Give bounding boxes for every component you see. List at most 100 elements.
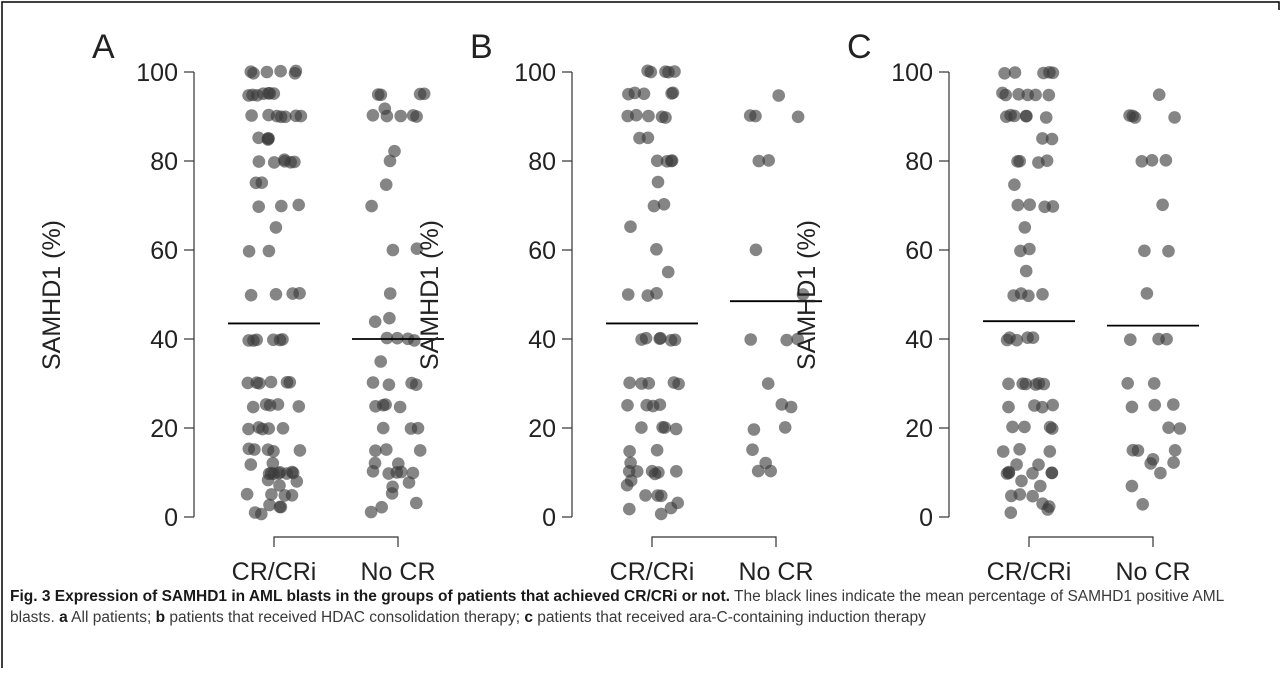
- x-axis-bracket: [1028, 536, 1154, 547]
- data-point: [1019, 377, 1033, 391]
- data-point: [278, 155, 292, 168]
- data-point: [1045, 132, 1059, 146]
- y-tick-label: 100: [514, 59, 556, 87]
- data-point: [264, 375, 278, 389]
- data-point: [246, 400, 260, 414]
- panel-label: B: [470, 28, 493, 66]
- data-point: [1036, 288, 1049, 301]
- data-point: [1036, 132, 1049, 145]
- data-point: [293, 444, 307, 457]
- data-point: [394, 109, 408, 123]
- data-point: [255, 507, 268, 521]
- data-point: [1011, 198, 1025, 212]
- data-point: [780, 333, 793, 347]
- data-point: [1140, 287, 1154, 300]
- y-tick-label: 20: [905, 415, 933, 443]
- data-point: [1138, 244, 1151, 258]
- data-point: [262, 108, 275, 122]
- x-tick-label: No CR: [738, 558, 813, 583]
- data-point: [1038, 200, 1051, 214]
- data-point: [379, 178, 393, 191]
- data-point: [1013, 154, 1026, 168]
- caption-b-text: patients that received HDAC consolidatio…: [165, 609, 525, 626]
- y-tick-label: 40: [150, 326, 178, 354]
- data-point: [292, 400, 306, 413]
- data-point: [772, 89, 785, 102]
- data-point: [791, 110, 805, 124]
- data-point: [252, 200, 265, 213]
- data-point: [1023, 198, 1036, 211]
- data-point: [1041, 503, 1054, 516]
- x-tick-label: No CR: [360, 558, 435, 583]
- data-point: [1021, 88, 1034, 102]
- data-point: [664, 501, 678, 515]
- data-point: [653, 398, 667, 412]
- data-point: [1046, 398, 1059, 412]
- data-point: [655, 110, 669, 124]
- data-point: [272, 467, 285, 480]
- data-point: [642, 377, 656, 390]
- caption-body: The black lines indicate the mean percen…: [10, 588, 1224, 626]
- data-point: [385, 487, 399, 500]
- data-point: [1036, 400, 1049, 414]
- data-point: [244, 458, 258, 471]
- data-point: [288, 155, 301, 169]
- data-point: [380, 443, 393, 456]
- caption-b-label: b: [155, 609, 166, 626]
- data-point: [1037, 377, 1051, 391]
- y-tick-label: 80: [905, 148, 933, 176]
- data-point: [383, 311, 396, 325]
- data-point: [640, 398, 653, 412]
- data-point: [1045, 466, 1059, 480]
- data-point: [628, 86, 642, 100]
- data-point: [413, 444, 427, 457]
- data-point: [365, 199, 378, 213]
- x-axis-bracket: [273, 536, 399, 547]
- data-point: [996, 445, 1010, 458]
- data-point: [1008, 66, 1022, 79]
- data-point: [244, 288, 258, 302]
- data-point: [1004, 108, 1017, 122]
- data-point: [275, 199, 288, 213]
- data-point: [1043, 66, 1056, 79]
- data-point: [656, 421, 669, 434]
- data-point: [1168, 111, 1181, 124]
- data-point: [778, 421, 792, 434]
- data-point: [666, 86, 680, 100]
- data-point: [650, 443, 664, 457]
- data-point: [1015, 474, 1028, 488]
- y-tick-label: 20: [150, 415, 178, 443]
- data-point: [999, 88, 1012, 102]
- data-point: [1032, 156, 1045, 169]
- data-point: [252, 421, 266, 434]
- data-point: [1144, 457, 1157, 470]
- data-point: [1135, 155, 1149, 168]
- data-point: [620, 478, 634, 492]
- data-point: [260, 65, 274, 79]
- data-point: [289, 109, 303, 123]
- data-point: [380, 109, 394, 123]
- data-point: [366, 465, 380, 478]
- data-point: [289, 64, 303, 78]
- data-point: [623, 376, 636, 390]
- data-point: [241, 376, 255, 390]
- data-point: [1162, 421, 1175, 435]
- data-point: [655, 489, 668, 503]
- data-point: [1145, 154, 1159, 167]
- data-point: [250, 89, 264, 102]
- data-point: [242, 422, 255, 436]
- data-point: [1125, 400, 1139, 414]
- data-point: [242, 245, 256, 258]
- data-point: [1026, 467, 1039, 480]
- data-point: [647, 199, 661, 213]
- data-point: [665, 154, 678, 168]
- data-point: [250, 376, 263, 390]
- data-point: [1002, 400, 1015, 414]
- y-tick-label: 20: [528, 415, 556, 443]
- data-point: [252, 131, 265, 145]
- data-point: [1004, 506, 1018, 519]
- data-point: [1006, 420, 1019, 434]
- x-tick-label: No CR: [1115, 558, 1190, 583]
- caption-c-text: patients that received ara-C-containing …: [533, 609, 926, 626]
- data-point: [410, 110, 423, 123]
